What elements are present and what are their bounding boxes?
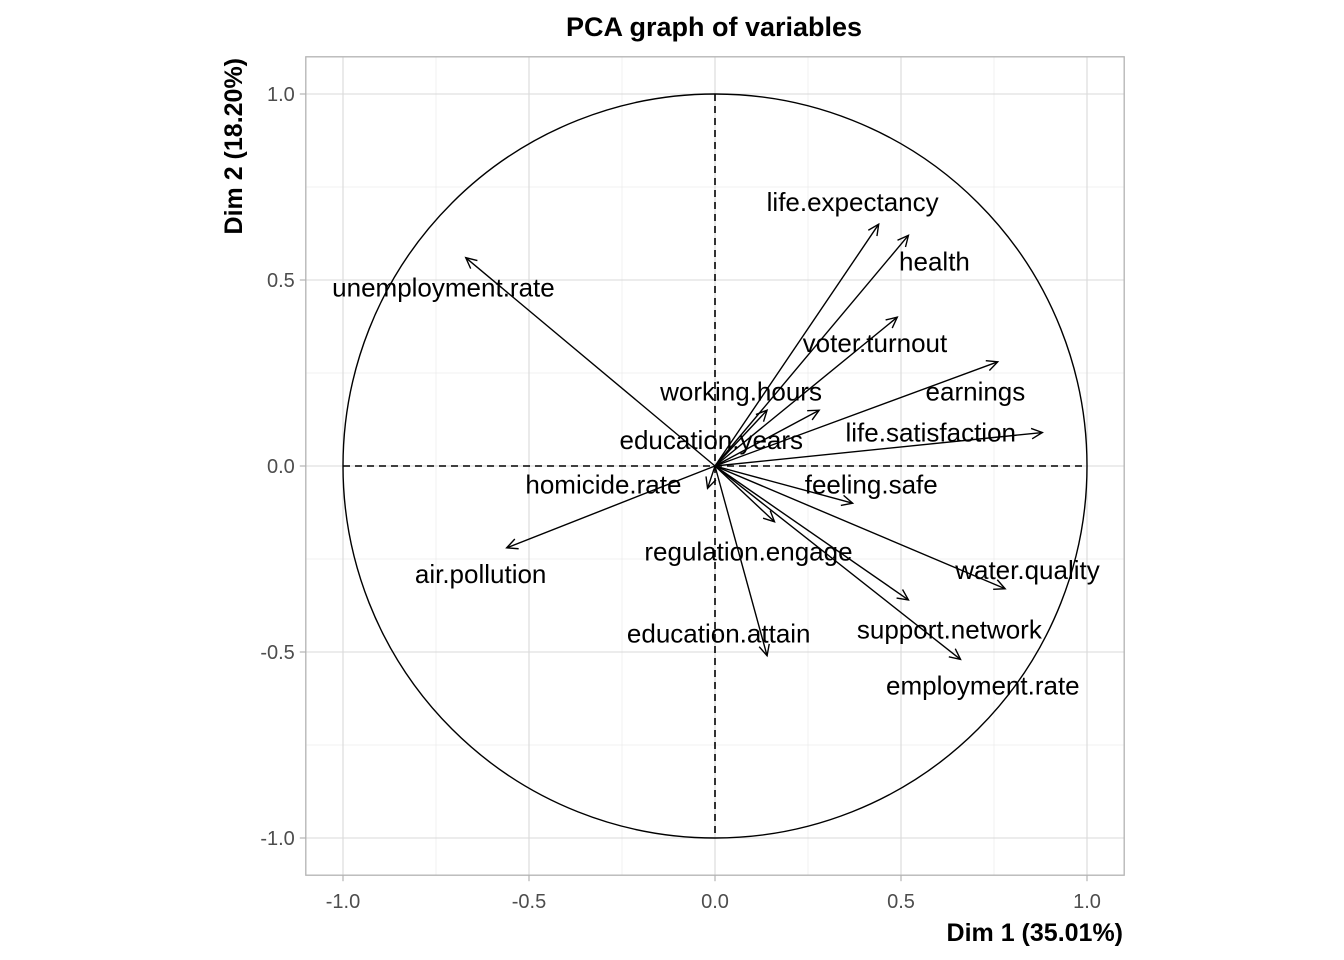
arrow-head bbox=[896, 589, 910, 601]
variable-label: voter.turnout bbox=[803, 328, 948, 358]
arrow-head bbox=[993, 579, 1007, 591]
arrow-shaft bbox=[714, 465, 853, 504]
arrow-shaft bbox=[714, 361, 998, 467]
variable-label: life.satisfaction bbox=[845, 418, 1016, 448]
variable-label: support.network bbox=[857, 615, 1043, 645]
correlation-circle bbox=[342, 93, 1088, 839]
arrow-head bbox=[867, 222, 880, 237]
arrow-head bbox=[762, 510, 776, 523]
y-tick-label: -0.5 bbox=[260, 642, 294, 664]
arrow-head bbox=[948, 648, 962, 661]
arrow-education.years bbox=[714, 409, 821, 467]
arrow-voter.turnout bbox=[714, 316, 899, 467]
variable-label: feeling.safe bbox=[805, 470, 938, 500]
arrow-life.satisfaction bbox=[714, 427, 1044, 467]
arrow-shaft bbox=[714, 465, 961, 660]
y-tick-label: 0.5 bbox=[267, 270, 295, 292]
variable-label: working.hours bbox=[659, 377, 822, 407]
arrow-head bbox=[985, 359, 1000, 371]
y-axis-ticks: -1.0 -0.5 0.0 0.5 1.0 bbox=[260, 84, 306, 850]
arrow-employment.rate bbox=[714, 465, 962, 661]
arrow-shaft bbox=[714, 431, 1043, 467]
arrow-shaft bbox=[706, 465, 716, 489]
arrow-head bbox=[897, 234, 910, 248]
x-tick-label: 0.0 bbox=[701, 891, 729, 913]
arrow-head bbox=[705, 476, 717, 490]
arrow-shaft bbox=[714, 465, 1006, 590]
variable-label: education.attain bbox=[627, 618, 811, 648]
y-axis-title: Dim 2 (18.20%) bbox=[220, 58, 248, 234]
x-axis-ticks: -1.0 -0.5 0.0 0.5 1.0 bbox=[326, 875, 1101, 913]
y-tick-label: -1.0 bbox=[260, 828, 294, 850]
variable-label: water.quality bbox=[954, 555, 1100, 585]
arrow-head bbox=[840, 494, 855, 507]
arrow-shaft bbox=[465, 257, 716, 467]
arrow-regulation.engage bbox=[714, 465, 776, 523]
arrow-shaft bbox=[714, 409, 768, 467]
variable-label: regulation.engage bbox=[644, 537, 852, 567]
arrow-head bbox=[758, 643, 770, 658]
variable-label: unemployment.rate bbox=[332, 272, 555, 302]
arrow-homicide.rate bbox=[705, 465, 717, 490]
arrow-feeling.safe bbox=[714, 465, 855, 507]
arrow-earnings bbox=[714, 359, 1000, 467]
arrow-shaft bbox=[506, 465, 716, 549]
variable-arrows bbox=[464, 222, 1044, 661]
variable-label: air.pollution bbox=[415, 559, 547, 589]
unit-circle bbox=[342, 93, 1088, 839]
variable-label: employment.rate bbox=[886, 670, 1080, 700]
arrow-working.hours bbox=[714, 409, 769, 467]
arrow-shaft bbox=[714, 316, 898, 467]
arrow-education.attain bbox=[714, 465, 770, 658]
x-tick-label: 1.0 bbox=[1073, 891, 1101, 913]
variable-label: education.years bbox=[619, 425, 803, 455]
x-axis-title: Dim 1 (35.01%) bbox=[947, 919, 1123, 947]
arrow-shaft bbox=[714, 465, 909, 601]
variable-label: homicide.rate bbox=[525, 470, 681, 500]
variable-labels: unemployment.rate life.expectancy health vo… bbox=[332, 187, 1100, 701]
arrow-shaft bbox=[714, 409, 820, 467]
arrow-shaft bbox=[714, 223, 880, 467]
arrow-support.network bbox=[714, 465, 910, 601]
x-tick-label: 0.5 bbox=[887, 891, 915, 913]
arrow-shaft bbox=[714, 465, 775, 523]
arrow-air.pollution bbox=[505, 465, 716, 550]
x-tick-label: -0.5 bbox=[512, 891, 546, 913]
arrow-head bbox=[464, 256, 478, 269]
arrow-shaft bbox=[714, 234, 909, 467]
y-tick-label: 1.0 bbox=[267, 84, 295, 106]
variable-label: life.expectancy bbox=[767, 187, 939, 217]
x-tick-label: -1.0 bbox=[326, 891, 360, 913]
arrow-water.quality bbox=[714, 465, 1007, 591]
variable-label: earnings bbox=[926, 377, 1026, 407]
arrow-unemployment.rate bbox=[464, 256, 716, 467]
variable-label: health bbox=[899, 246, 970, 276]
arrow-shaft bbox=[714, 465, 768, 656]
arrow-head bbox=[807, 409, 821, 421]
chart-title: PCA graph of variables bbox=[566, 12, 862, 42]
y-tick-label: 0.0 bbox=[267, 456, 295, 478]
arrow-head bbox=[1030, 427, 1044, 440]
arrow-health bbox=[714, 234, 910, 467]
arrow-head bbox=[755, 409, 769, 422]
arrow-head bbox=[505, 538, 519, 550]
arrow-head bbox=[885, 316, 899, 329]
arrow-life.expectancy bbox=[714, 222, 880, 467]
